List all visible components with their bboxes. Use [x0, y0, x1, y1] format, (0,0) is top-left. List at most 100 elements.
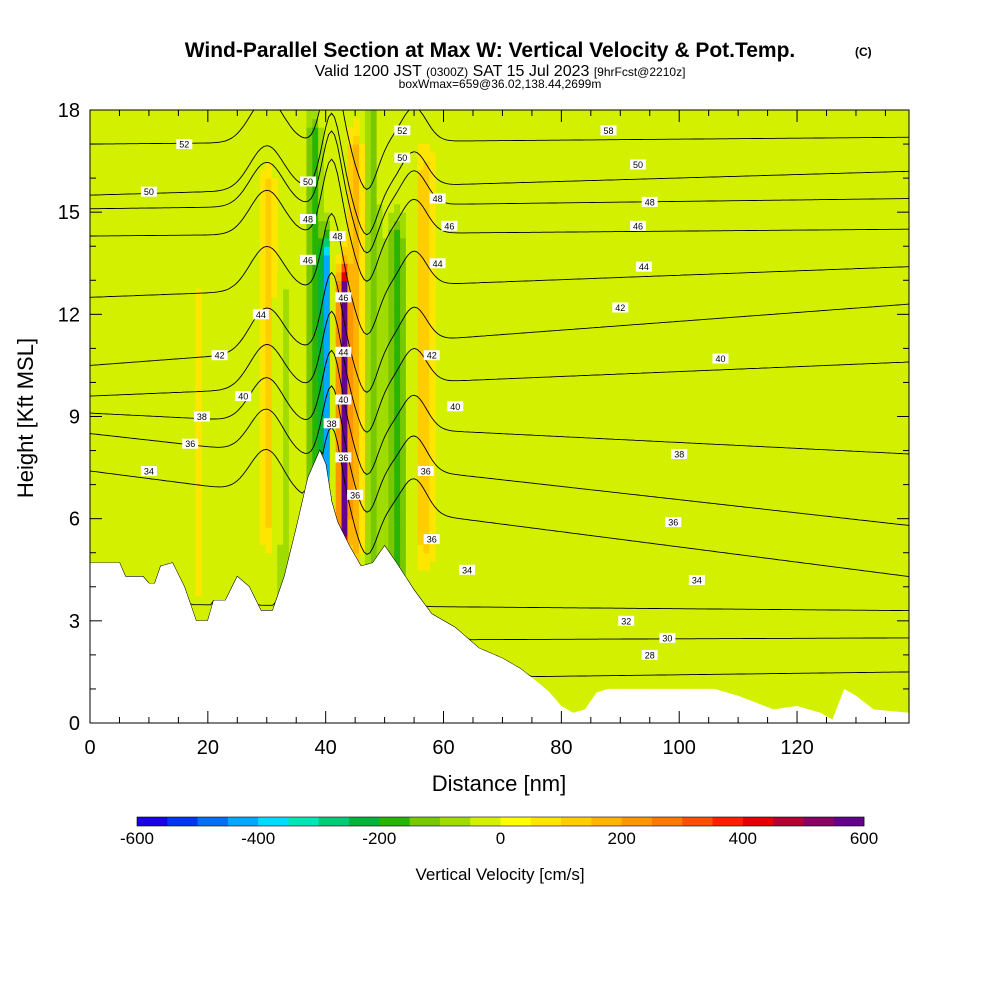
w-cell	[166, 212, 173, 222]
w-cell	[400, 178, 407, 188]
w-cell	[756, 637, 764, 647]
w-cell	[569, 603, 577, 613]
w-cell	[493, 195, 501, 205]
w-cell	[394, 459, 401, 469]
w-cell	[768, 629, 776, 639]
w-cell	[768, 518, 776, 528]
w-cell	[452, 569, 460, 579]
w-cell	[575, 654, 582, 664]
w-cell	[452, 322, 460, 332]
w-cell	[283, 501, 290, 511]
w-cell	[686, 646, 694, 656]
w-cell	[405, 271, 413, 281]
w-cell	[622, 501, 629, 511]
w-cell	[587, 510, 594, 520]
w-cell	[294, 322, 302, 332]
w-cell	[394, 552, 401, 562]
w-cell	[481, 280, 489, 290]
w-cell	[546, 663, 553, 673]
w-cell	[347, 407, 354, 418]
w-cell	[499, 603, 506, 613]
w-cell	[493, 552, 501, 562]
w-cell	[686, 586, 694, 596]
w-cell	[329, 365, 337, 375]
w-cell	[382, 484, 389, 494]
w-cell	[546, 603, 553, 613]
w-cell	[364, 254, 372, 264]
w-cell	[470, 178, 477, 188]
w-cell	[727, 493, 735, 503]
w-cell	[470, 144, 477, 154]
w-cell	[493, 535, 501, 545]
w-cell	[353, 263, 360, 273]
w-cell	[359, 212, 366, 222]
w-cell	[388, 331, 395, 341]
w-cell	[470, 629, 477, 639]
w-cell	[680, 467, 688, 477]
w-cell	[441, 578, 448, 588]
w-cell	[370, 144, 378, 154]
w-cell	[329, 161, 337, 171]
w-cell	[400, 331, 407, 341]
w-cell	[604, 569, 612, 579]
w-cell	[277, 348, 284, 358]
w-cell	[745, 356, 752, 367]
w-cell	[604, 578, 612, 588]
w-cell	[400, 212, 407, 222]
w-cell	[675, 459, 682, 469]
w-cell	[382, 271, 389, 281]
w-cell	[160, 297, 167, 307]
w-cell	[400, 356, 407, 367]
w-cell	[160, 110, 167, 120]
w-cell	[628, 680, 635, 690]
w-cell	[499, 152, 506, 162]
w-cell	[452, 578, 460, 588]
w-cell	[476, 510, 483, 520]
w-cell	[300, 416, 308, 426]
w-cell	[522, 493, 530, 503]
w-cell	[142, 280, 150, 290]
w-cell	[359, 254, 366, 264]
w-cell	[423, 552, 430, 562]
w-cell	[704, 612, 711, 622]
w-cell	[388, 246, 395, 256]
w-cell	[680, 620, 688, 630]
w-cell	[318, 348, 325, 358]
w-cell	[540, 603, 547, 613]
w-cell	[429, 220, 436, 230]
w-cell	[481, 399, 489, 409]
w-cell	[686, 518, 694, 528]
w-cell	[417, 169, 425, 179]
w-cell	[446, 288, 454, 298]
w-cell	[686, 510, 694, 520]
w-cell	[306, 322, 313, 332]
w-cell	[359, 459, 366, 469]
w-cell	[756, 663, 764, 673]
w-cell	[400, 186, 407, 196]
w-cell	[733, 603, 740, 613]
w-cell	[370, 365, 378, 375]
w-cell	[166, 399, 173, 409]
w-cell	[364, 356, 372, 367]
w-cell	[505, 407, 512, 418]
w-cell	[721, 544, 729, 554]
w-cell	[318, 135, 325, 145]
w-cell	[166, 459, 173, 469]
w-cell	[511, 527, 518, 537]
w-cell	[335, 356, 343, 367]
w-cell	[329, 203, 337, 213]
w-cell	[417, 263, 425, 273]
w-cell	[341, 407, 348, 418]
w-cell	[575, 476, 582, 486]
w-cell	[587, 663, 594, 673]
w-cell	[160, 442, 167, 452]
w-cell	[563, 501, 571, 511]
w-cell	[335, 510, 343, 520]
w-cell	[598, 561, 606, 571]
w-cell	[400, 246, 407, 256]
w-cell	[727, 629, 735, 639]
w-cell	[324, 322, 331, 332]
w-cell	[318, 229, 325, 239]
w-cell	[751, 527, 758, 537]
w-cell	[265, 356, 272, 367]
